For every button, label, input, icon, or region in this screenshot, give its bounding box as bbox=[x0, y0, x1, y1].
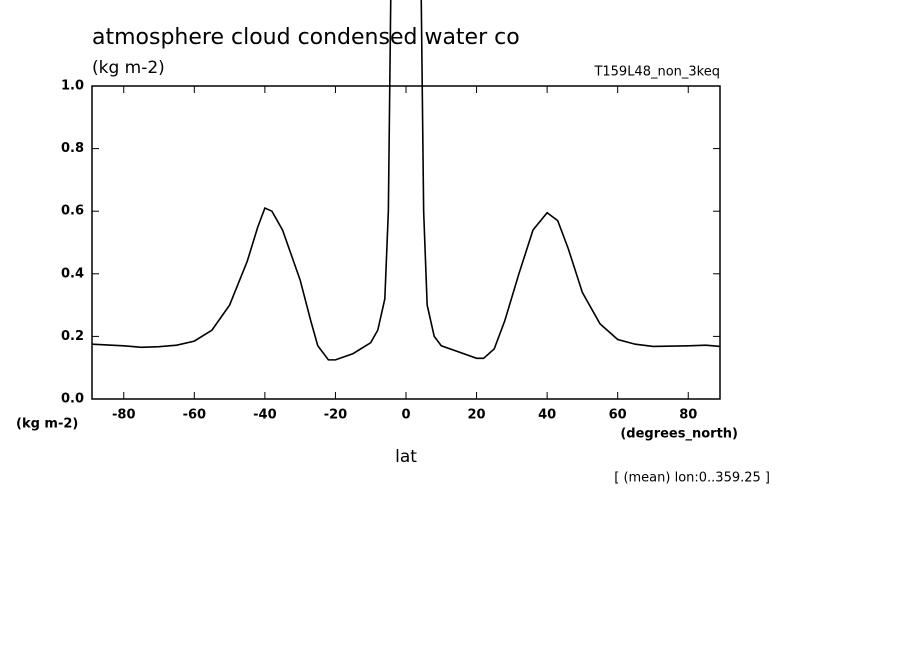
y-tick-label: 0.2 bbox=[61, 329, 84, 344]
x-tick-label: -20 bbox=[324, 408, 348, 423]
y-tick-label: 0.0 bbox=[61, 392, 84, 407]
y-tick-label: 0.4 bbox=[61, 266, 84, 281]
data-line bbox=[91, 0, 721, 361]
x-tick-label: 60 bbox=[609, 408, 627, 423]
x-tick-label: -80 bbox=[112, 408, 136, 423]
x-tick-label: -60 bbox=[183, 408, 207, 423]
annotation: [ (mean) lon:0..359.25 ] bbox=[614, 471, 770, 486]
y-tick-label: 0.6 bbox=[61, 204, 84, 219]
x-label: lat bbox=[395, 447, 417, 467]
x-tick-label: 40 bbox=[538, 408, 556, 423]
plot-frame bbox=[91, 85, 721, 400]
chart-title: atmosphere cloud condensed water co bbox=[92, 25, 520, 50]
x-tick-label: 80 bbox=[679, 408, 697, 423]
dataset: T159L48_non_3keq bbox=[593, 65, 720, 80]
y-label: (kg m-2) bbox=[16, 417, 78, 432]
x-unit-label: (degrees_north) bbox=[620, 427, 738, 442]
x-tick-label: 20 bbox=[468, 408, 486, 423]
units: (kg m-2) bbox=[92, 58, 165, 78]
y-tick-label: 0.8 bbox=[61, 141, 84, 156]
x-tick-label: 0 bbox=[401, 408, 410, 423]
x-tick-label: -40 bbox=[253, 408, 277, 423]
y-tick-label: 1.0 bbox=[61, 79, 84, 94]
